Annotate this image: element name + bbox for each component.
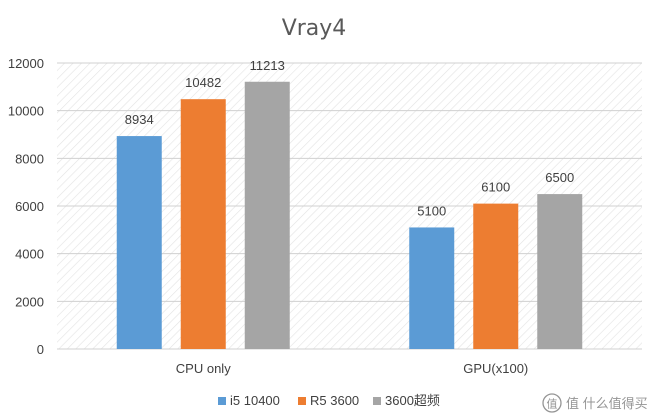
watermark-text: 值 什么值得买 (566, 396, 648, 411)
data-label: 10482 (185, 75, 221, 90)
legend: i5 10400 R5 3600 3600超频 (218, 393, 440, 408)
bar-1-0 (409, 227, 455, 349)
y-tick-label: 10000 (8, 104, 44, 119)
bar-1-1 (473, 203, 519, 349)
y-tick-label: 2000 (15, 294, 44, 309)
legend-label: R5 3600 (310, 393, 359, 408)
legend-swatch (298, 397, 306, 405)
y-tick-label: 0 (37, 342, 44, 357)
bars (116, 81, 583, 349)
y-tick-label: 6000 (15, 199, 44, 214)
smzdm-logo-icon: 值 (542, 393, 562, 413)
data-label: 8934 (125, 112, 154, 127)
svg-text:值: 值 (547, 398, 558, 411)
x-axis: CPU only GPU(x100) (176, 361, 528, 376)
y-tick-label: 8000 (15, 151, 44, 166)
bar-0-0 (116, 136, 162, 349)
legend-label: i5 10400 (230, 393, 280, 408)
bar-0-1 (180, 99, 226, 349)
data-label: 6500 (545, 170, 574, 185)
bar-0-2 (244, 81, 290, 349)
data-label: 11213 (250, 58, 285, 73)
watermark: 值 值 什么值得买 (542, 393, 648, 413)
y-axis: 0 2000 4000 6000 8000 10000 12000 (8, 56, 44, 357)
legend-swatch (373, 397, 381, 405)
x-category-label: GPU(x100) (463, 361, 528, 376)
data-label: 5100 (417, 203, 446, 218)
x-category-label: CPU only (176, 361, 231, 376)
legend-label: 3600超频 (385, 393, 440, 408)
y-tick-label: 12000 (8, 56, 44, 71)
data-label: 6100 (481, 180, 510, 195)
chart-title: Vray4 (282, 16, 347, 41)
bar-1-2 (537, 194, 583, 349)
data-labels: 8934 10482 11213 5100 6100 6500 (125, 58, 574, 219)
legend-swatch (218, 397, 226, 405)
y-tick-label: 4000 (15, 247, 44, 262)
